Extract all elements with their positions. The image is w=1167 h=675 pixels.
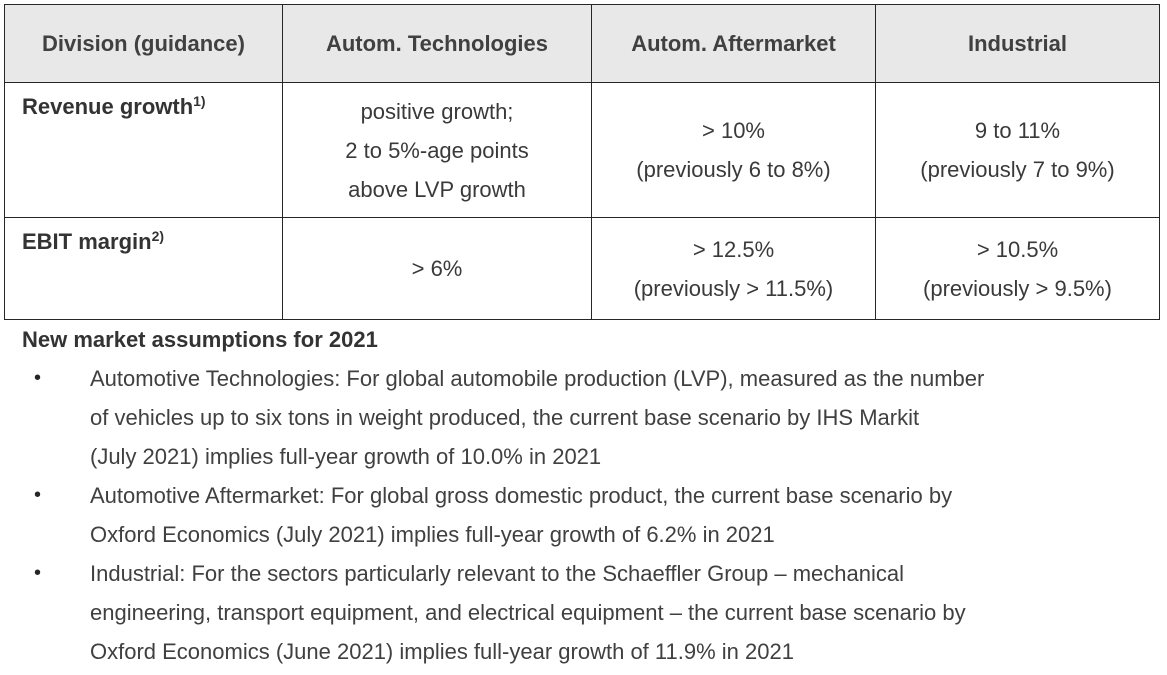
bullet-icon: • bbox=[34, 367, 42, 389]
item-line: Oxford Economics (June 2021) implies ful… bbox=[90, 639, 794, 664]
cell-line: > 10.5% bbox=[976, 236, 1059, 262]
market-assumptions-section: New market assumptions for 2021 • Automo… bbox=[22, 320, 1142, 671]
cell-revenue-industrial: 9 to 11% (previously 7 to 9%) bbox=[875, 82, 1160, 218]
assumption-list: • Automotive Technologies: For global au… bbox=[22, 359, 1142, 671]
cell-revenue-autom-technologies: positive growth; 2 to 5%-age points abov… bbox=[282, 82, 592, 218]
bullet-icon: • bbox=[34, 484, 42, 506]
cell-line: above LVP growth bbox=[348, 176, 526, 202]
item-line: of vehicles up to six tons in weight pro… bbox=[90, 405, 920, 430]
item-line: Oxford Economics (July 2021) implies ful… bbox=[90, 522, 775, 547]
footnote-marker: 1) bbox=[193, 93, 206, 109]
cell-line: 9 to 11% bbox=[974, 118, 1061, 143]
header-division: Division (guidance) bbox=[4, 4, 283, 83]
row-label-text: Revenue growth bbox=[22, 94, 194, 119]
cell-line: 2 to 5%-age points bbox=[345, 137, 529, 163]
list-item-industrial: • Industrial: For the sectors particular… bbox=[22, 554, 1142, 671]
row-label-revenue-growth: Revenue growth1) bbox=[4, 82, 283, 218]
cell-line: > 10% bbox=[702, 118, 765, 143]
bullet-icon: • bbox=[34, 562, 42, 584]
cell-line: > 6% bbox=[411, 256, 463, 281]
item-line: engineering, transport equipment, and el… bbox=[90, 600, 966, 625]
table-header: Division (guidance) Autom. Technologies … bbox=[4, 4, 1160, 83]
item-line: (July 2021) implies full-year growth of … bbox=[90, 444, 602, 469]
header-autom-aftermarket: Autom. Aftermarket bbox=[591, 4, 876, 83]
header-autom-technologies: Autom. Technologies bbox=[282, 4, 592, 83]
item-line: Automotive Technologies: For global auto… bbox=[90, 366, 985, 391]
header-industrial: Industrial bbox=[875, 4, 1160, 83]
table-row-revenue-growth: Revenue growth1) positive growth; 2 to 5… bbox=[4, 82, 1160, 218]
list-item-automotive-technologies: • Automotive Technologies: For global au… bbox=[22, 359, 1142, 476]
cell-line: (previously 6 to 8%) bbox=[636, 157, 831, 182]
guidance-table: Division (guidance) Autom. Technologies … bbox=[4, 4, 1160, 320]
row-label-text: EBIT margin bbox=[22, 229, 152, 254]
header-row: Division (guidance) Autom. Technologies … bbox=[4, 4, 1160, 83]
cell-ebit-autom-technologies: > 6% bbox=[282, 217, 592, 320]
row-label-ebit-margin: EBIT margin2) bbox=[4, 217, 283, 320]
footnote-marker: 2) bbox=[151, 228, 165, 244]
cell-line: positive growth; bbox=[360, 98, 514, 124]
list-item-automotive-aftermarket: • Automotive Aftermarket: For global gro… bbox=[22, 476, 1142, 554]
cell-ebit-autom-aftermarket: > 12.5% (previously > 11.5%) bbox=[591, 217, 876, 320]
cell-line: (previously > 9.5%) bbox=[923, 275, 1112, 301]
cell-line: > 12.5% bbox=[692, 236, 775, 262]
table-row-ebit-margin: EBIT margin2) > 6% > 12.5% (previously >… bbox=[4, 217, 1160, 320]
item-line: Automotive Aftermarket: For global gross… bbox=[90, 483, 953, 508]
cell-line: (previously > 11.5%) bbox=[633, 275, 834, 301]
item-line: Industrial: For the sectors particularly… bbox=[90, 561, 904, 586]
table-body: Revenue growth1) positive growth; 2 to 5… bbox=[4, 82, 1160, 320]
assumptions-heading: New market assumptions for 2021 bbox=[22, 327, 378, 352]
cell-revenue-autom-aftermarket: > 10% (previously 6 to 8%) bbox=[591, 82, 876, 218]
cell-ebit-industrial: > 10.5% (previously > 9.5%) bbox=[875, 217, 1160, 320]
cell-line: (previously 7 to 9%) bbox=[920, 157, 1115, 182]
